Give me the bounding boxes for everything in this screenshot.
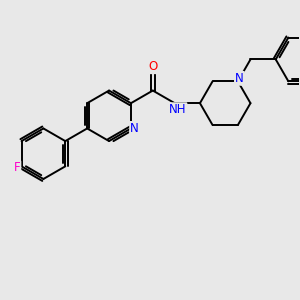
Text: O: O [148, 60, 158, 73]
Text: N: N [235, 72, 244, 85]
Text: F: F [14, 161, 20, 174]
Text: NH: NH [169, 103, 186, 116]
Text: N: N [130, 122, 139, 135]
